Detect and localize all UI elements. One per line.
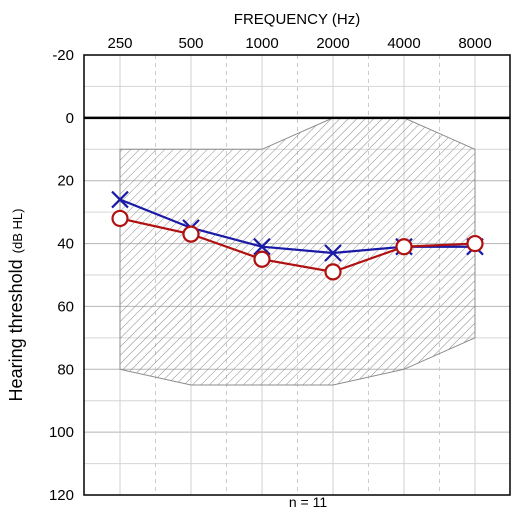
y-tick-label: 120 — [49, 487, 74, 504]
normal-range-band — [119, 117, 476, 386]
x-tick-label: 8000 — [458, 35, 491, 52]
y-tick-label: 100 — [49, 424, 74, 441]
data-point-x — [111, 190, 129, 209]
y-axis-title-main: Hearing threshold — [6, 259, 26, 401]
series-o-markers — [111, 209, 484, 281]
y-tick-label: -20 — [52, 47, 74, 64]
data-point-o — [324, 263, 342, 281]
x-marker-stroke — [253, 237, 271, 256]
series-line — [119, 217, 476, 273]
y-tick-label: 0 — [66, 110, 74, 127]
data-point-o — [182, 225, 200, 243]
plot-frame — [83, 54, 511, 496]
y-tick-label: 20 — [57, 173, 74, 190]
x-tick-label: 1000 — [245, 35, 278, 52]
x-tick-label: 500 — [178, 35, 203, 52]
x-tick-label: 2000 — [316, 35, 349, 52]
data-point-o — [253, 250, 271, 268]
x-axis-ticks: 250 500 1000 2000 4000 8000 — [107, 35, 491, 52]
y-axis-ticks: -20 0 20 40 60 80 100 120 — [49, 47, 74, 504]
y-tick-label: 60 — [57, 298, 74, 315]
data-point-o — [466, 234, 484, 253]
series-layer — [111, 190, 484, 281]
x-tick-label: 4000 — [387, 35, 420, 52]
data-point-x — [253, 237, 271, 256]
sample-size-annotation: n = 11 — [289, 494, 327, 510]
y-axis-title: Hearing threshold (dB HL) — [6, 209, 26, 402]
y-axis-title-unit: (dB HL) — [10, 209, 25, 254]
x-marker-stroke — [111, 190, 129, 209]
x-marker-stroke — [324, 244, 342, 262]
data-point-x — [324, 244, 342, 262]
x-axis-title: FREQUENCY (Hz) — [234, 11, 360, 28]
y-tick-label: 80 — [57, 361, 74, 378]
data-point-o — [111, 209, 129, 228]
data-point-o — [395, 238, 413, 256]
x-tick-label: 250 — [107, 35, 132, 52]
y-tick-label: 40 — [57, 236, 74, 253]
normal-range-area — [119, 117, 476, 386]
